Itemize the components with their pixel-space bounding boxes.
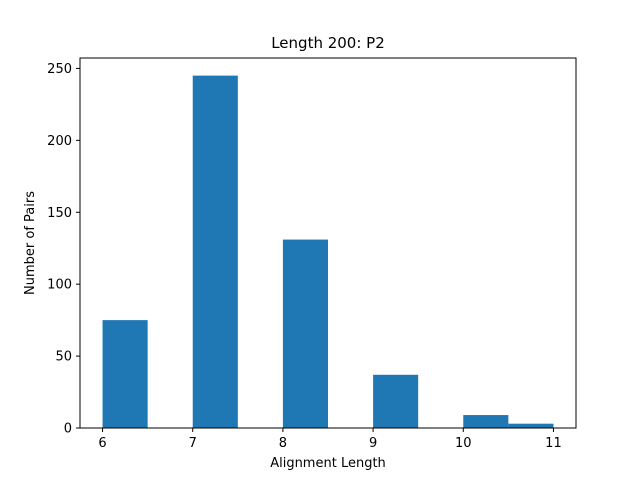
histogram-bar-6 xyxy=(373,374,419,428)
y-tick-label: 100 xyxy=(47,278,72,293)
plot-frame xyxy=(79,57,577,429)
histogram-bar-8 xyxy=(463,415,509,428)
y-tick-label: 50 xyxy=(55,350,72,365)
x-tick-label: 10 xyxy=(455,436,472,451)
x-tick-label: 6 xyxy=(98,436,106,451)
x-axis-ticks: 6 7 8 9 10 11 xyxy=(98,428,562,451)
x-tick-label: 9 xyxy=(369,436,377,451)
x-tick-label: 7 xyxy=(189,436,197,451)
histogram-bar-4 xyxy=(282,239,328,428)
y-tick-label: 200 xyxy=(47,134,72,149)
histogram-bar-0 xyxy=(102,320,148,428)
y-tick-label: 250 xyxy=(47,62,72,77)
histogram-bar-2 xyxy=(192,75,238,429)
y-axis-ticks: 0 50 100 150 200 250 xyxy=(47,62,80,437)
histogram-bar-9 xyxy=(508,423,554,428)
chart-title: Length 200: P2 xyxy=(271,34,385,52)
histogram-bars xyxy=(102,75,554,429)
y-axis-label: Number of Pairs xyxy=(23,191,38,295)
x-axis-label: Alignment Length xyxy=(270,456,386,471)
y-tick-label: 150 xyxy=(47,206,72,221)
x-tick-label: 8 xyxy=(279,436,287,451)
x-tick-label: 11 xyxy=(545,436,562,451)
y-tick-label: 0 xyxy=(64,422,72,437)
